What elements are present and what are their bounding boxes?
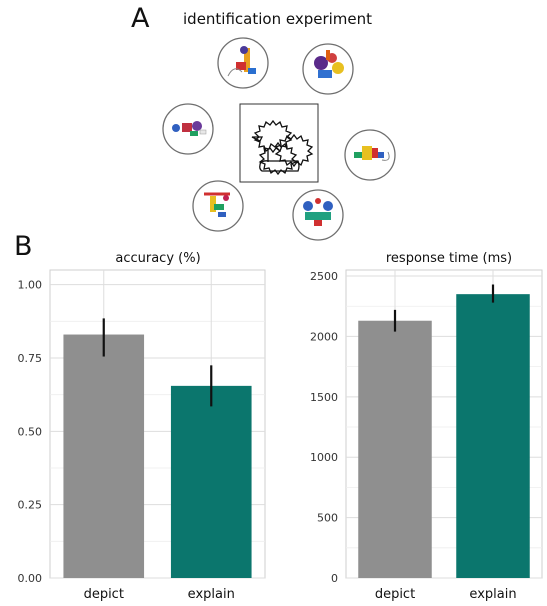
- chart-title: response time (ms): [386, 251, 512, 266]
- y-tick-label: 2500: [310, 270, 338, 283]
- y-tick-label: 2000: [310, 330, 338, 343]
- object-option-1-icon: [217, 37, 269, 89]
- object-option-5-icon: [192, 180, 244, 232]
- panel-a-stimuli: [162, 37, 396, 241]
- y-tick-label: 0.50: [18, 425, 43, 438]
- panel-a-title: identification experiment: [183, 10, 373, 28]
- chart-title: accuracy (%): [115, 251, 200, 266]
- panel-b-letter: B: [14, 231, 33, 262]
- bar-depict: [63, 334, 145, 578]
- x-tick-label-depict: depict: [375, 587, 415, 602]
- response-time-chart: response time (ms) 0 500 1000 1500 2000 2500 de…: [310, 251, 543, 602]
- object-option-4-icon: [344, 129, 396, 181]
- x-tick-label-explain: explain: [469, 587, 516, 602]
- y-tick-label: 0.75: [18, 352, 43, 365]
- y-tick-label: 1500: [310, 391, 338, 404]
- sketch-drawing-icon: [239, 103, 319, 183]
- bar-depict: [358, 320, 432, 578]
- x-tick-label-depict: depict: [84, 587, 124, 602]
- bar-explain: [456, 294, 530, 578]
- object-option-3-icon: [162, 103, 214, 155]
- bar-explain: [170, 385, 252, 578]
- x-tick-label-explain: explain: [188, 587, 235, 602]
- y-tick-label: 0: [331, 572, 338, 585]
- y-tick-label: 0.25: [18, 499, 43, 512]
- y-tick-label: 1000: [310, 451, 338, 464]
- object-option-2-icon: [302, 43, 354, 95]
- object-option-6-icon: [292, 189, 344, 241]
- y-tick-label: 1.00: [18, 279, 43, 292]
- y-tick-label: 0.00: [18, 572, 43, 585]
- panel-a-letter: A: [131, 3, 150, 34]
- accuracy-chart: accuracy (%) 0.00 0.25 0.50 0.75 1.00 depict ex…: [18, 251, 266, 602]
- y-tick-label: 500: [317, 512, 338, 525]
